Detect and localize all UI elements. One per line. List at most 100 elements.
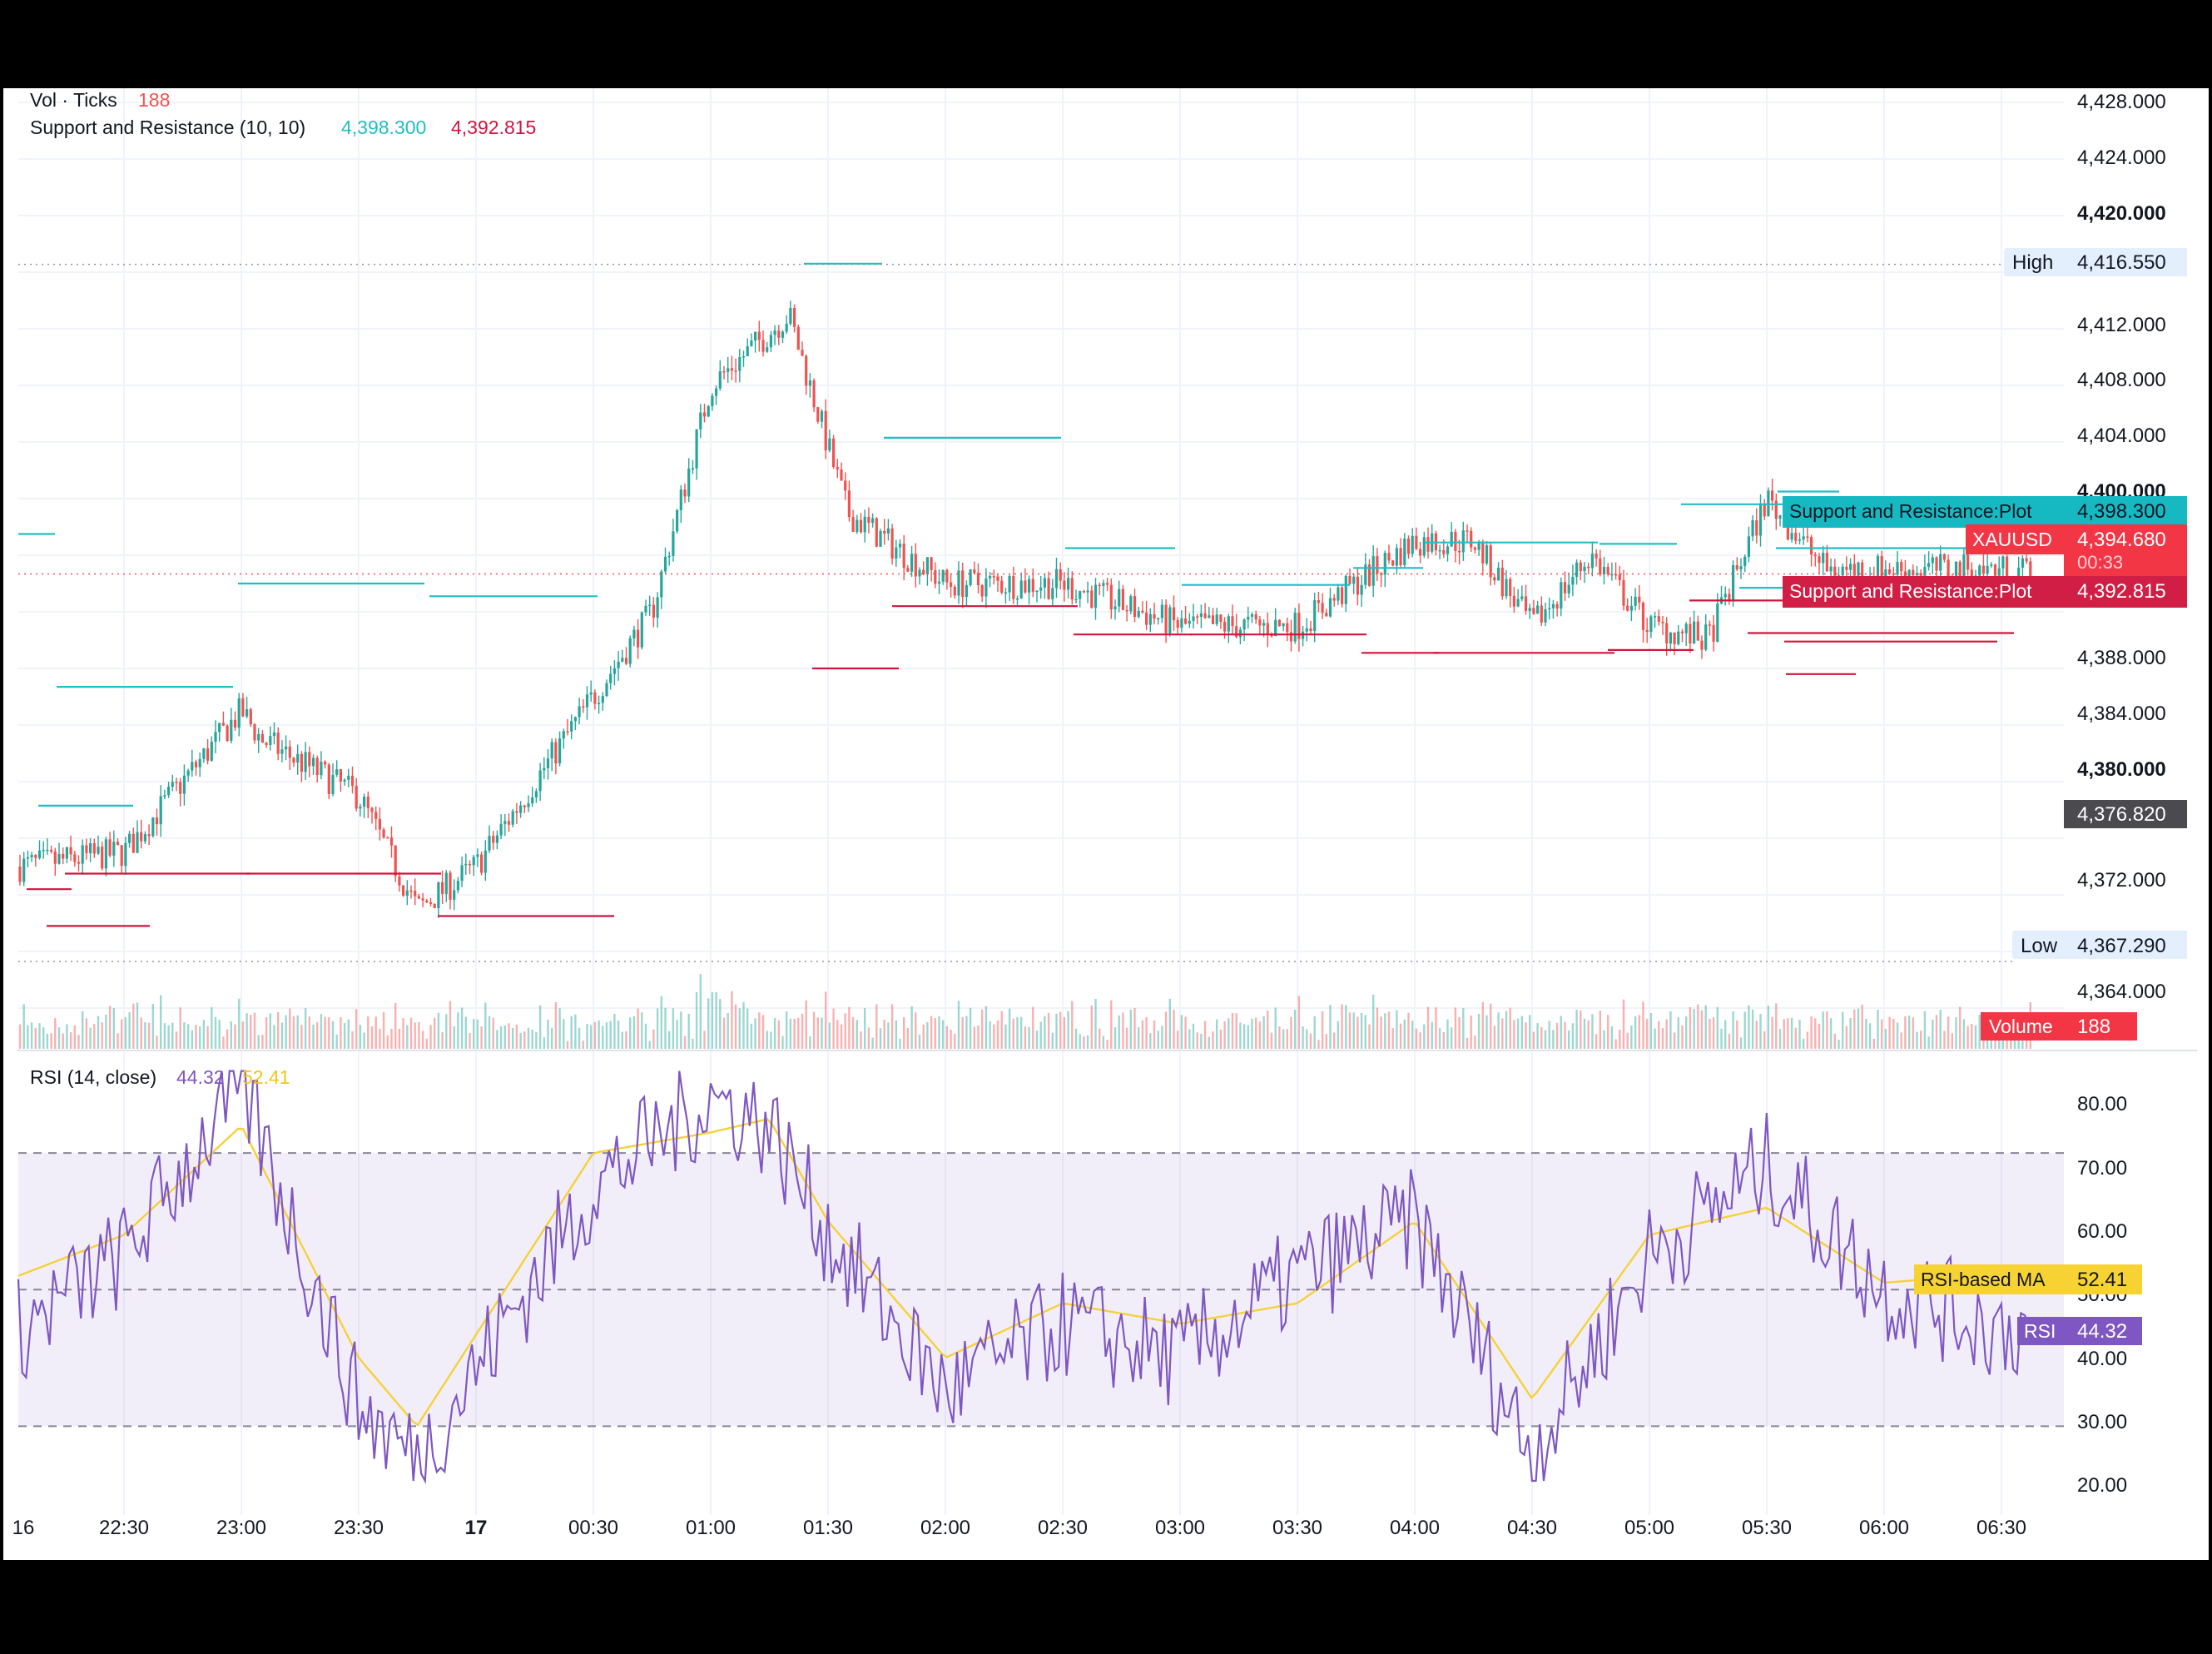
candle-body [785,323,788,332]
volume-bar [1896,1022,1899,1049]
volume-bar [609,1021,612,1049]
volume-bar [320,1014,323,1049]
volume-bar [1458,1016,1461,1049]
volume-bar [715,991,717,1049]
volume-bar [738,1008,741,1049]
time-label: 01:30 [803,1517,853,1539]
volume-bar [977,1025,980,1049]
candle-body [667,555,671,558]
volume-bar [167,1025,170,1049]
price-axis[interactable]: 4,428.000 4,424.000 4,420.000 4,412.000 … [2077,91,2166,1003]
time-label: 03:30 [1272,1517,1322,1539]
volume-bar [1024,1026,1027,1049]
volume-bar [1063,1016,1066,1049]
candle-body [820,410,824,422]
volume-bar [1638,1015,1640,1049]
volume-bar [879,1028,882,1049]
volume-bar [578,1027,581,1049]
volume-bar [89,1027,92,1049]
volume-bar [1376,1007,1379,1049]
volume-bar [1568,1031,1570,1049]
volume-bar [421,1031,424,1049]
volume-bar [903,1016,905,1049]
candle-body [1274,619,1277,636]
candle-body [1231,616,1234,627]
volume-bar [1196,1032,1198,1049]
candle-body [1074,599,1078,601]
volume-bar [1079,1034,1081,1049]
candle-body [707,405,710,417]
candle-body [140,832,143,842]
volume-bar [1591,1014,1594,1049]
candle-body [1986,565,1989,574]
volume-bar [1525,1022,1527,1049]
volume-bar [480,1026,483,1049]
volume-bar [340,1017,342,1049]
candle-body [1406,538,1411,554]
volume-bar [1704,1005,1707,1049]
candle-body [124,842,127,867]
time-label: 04:00 [1390,1517,1440,1539]
volume-bar [1446,1019,1449,1049]
volume-bar [1282,1029,1285,1049]
volume-bar [1712,1017,1715,1049]
volume-bar [844,1013,846,1049]
candle-body [1563,582,1567,594]
volume-bar [1270,1032,1273,1049]
candle-body [930,557,933,570]
candle-body [304,752,307,772]
candle-body [480,854,484,873]
candle-body [175,782,178,783]
volume-bar [1438,1028,1441,1049]
volume-bar [1728,1033,1731,1049]
volume-bar [887,1022,890,1049]
volume-bar [918,1034,921,1049]
candle-body [1649,616,1653,633]
volume-bar [124,1017,127,1049]
volume-bar [1661,1028,1664,1049]
candle-body [570,721,573,732]
volume-bar [766,1031,768,1049]
candle-body [2021,558,2024,568]
candle-body [1813,554,1817,557]
volume-bar [1580,1011,1582,1049]
volume-bar [1028,1026,1030,1049]
candle-body [648,604,652,607]
volume-bar [1168,998,1171,1049]
volume-bar [1055,1013,1058,1049]
volume-bar [230,1021,232,1049]
candle-body [464,863,468,866]
volume-bar [703,1031,706,1049]
volume-bar [409,1017,413,1049]
time-axis[interactable]: 16 22:30 23:00 23:30 17 00:30 01:00 01:3… [12,1517,2026,1539]
volume-bar [1974,1025,1977,1049]
volume-bar [934,1018,936,1049]
candle-body [65,847,68,859]
candle-body [1939,554,1942,571]
candle-body [902,544,905,569]
candle-body [1426,537,1430,552]
chart-canvas[interactable] [3,88,2209,1560]
candle-body [1798,539,1802,541]
candle-body [131,833,135,853]
volume-bar [105,1014,107,1049]
volume-bar [359,1025,362,1049]
volume-bar [593,1021,597,1049]
candle-body [1997,568,2001,576]
candle-body [104,839,107,869]
candle-body [621,658,624,662]
volume-bar [1321,1011,1324,1049]
volume-bar [512,1028,514,1049]
volume-bar [1626,1032,1629,1049]
volume-bar [668,1031,671,1049]
price-tick: 4,388.000 [2077,647,2166,669]
symbol-badge-value: 4,394.680 [2077,529,2166,551]
volume-bar [1177,1031,1179,1049]
resistance-badge-label: Support and Resistance:Plot [1789,580,2032,602]
candle-body [1121,589,1124,610]
candle-body [237,698,241,728]
candle-body [1395,548,1398,566]
volume-bar [1164,1011,1168,1049]
volume-badge-value-bg [2064,1012,2137,1041]
